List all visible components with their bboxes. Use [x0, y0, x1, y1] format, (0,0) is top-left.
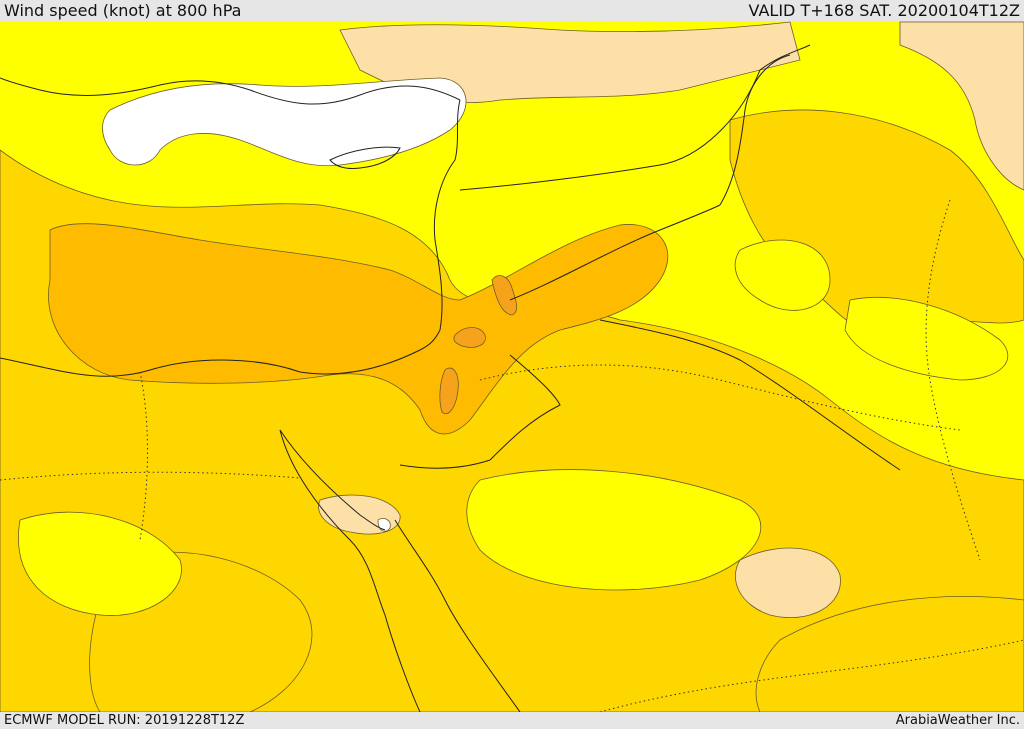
- wind-region-base-east: [844, 297, 1009, 381]
- model-run-label: ECMWF MODEL RUN: 20191228T12Z: [4, 713, 245, 728]
- border-jordan-saudi: [399, 354, 561, 469]
- border-iraq-iran: [719, 54, 791, 206]
- border-saudi-iraq: [599, 319, 901, 471]
- coastline-gulf-of-suez: [279, 429, 386, 531]
- border-iran-east: [925, 199, 981, 561]
- map-title: Wind speed (knot) at 800 hPa: [4, 1, 242, 20]
- wind-region-light-northeast: [899, 21, 1024, 191]
- border-egypt-sudan: [0, 471, 301, 481]
- coastline-red-sea-east: [394, 519, 521, 712]
- wind-region-stronger-syria: [491, 275, 517, 316]
- coastline-turkey-south: [0, 77, 461, 105]
- wind-region-base-arabia: [466, 469, 762, 591]
- cyprus-island: [329, 146, 401, 169]
- wind-region-stronger-jordan: [439, 367, 459, 415]
- wind-region-base-iraq: [734, 239, 831, 311]
- border-turkey-syria: [459, 44, 811, 191]
- wind-region-moderate-southeast: [755, 596, 1024, 712]
- wind-region-stronger-levant: [453, 327, 486, 348]
- coastline-nile-delta-egypt: [279, 429, 421, 712]
- map-footer: ECMWF MODEL RUN: 20191228T12Z ArabiaWeat…: [0, 712, 1024, 729]
- valid-time: VALID T+168 SAT. 20200104T12Z: [748, 1, 1020, 20]
- wind-region-calm: [102, 77, 467, 167]
- wind-region-light-arabia: [735, 547, 841, 618]
- wind-speed-map: [0, 21, 1024, 712]
- map-canvas: [0, 21, 1024, 712]
- border-iraq-syria: [509, 204, 721, 301]
- border-saudi-yemen: [599, 639, 1024, 712]
- credit-label: ArabiaWeather Inc.: [895, 713, 1020, 728]
- coastline-mediterranean-south: [0, 329, 441, 377]
- wind-region-strong: [48, 223, 669, 435]
- map-header: Wind speed (knot) at 800 hPa VALID T+168…: [0, 0, 1024, 21]
- coastline-levant: [433, 99, 461, 331]
